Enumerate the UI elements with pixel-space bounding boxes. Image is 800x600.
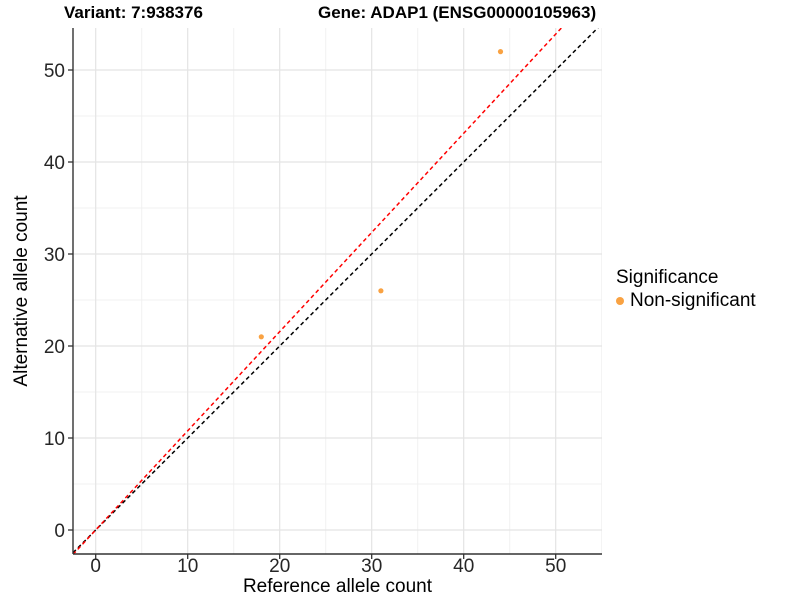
y-tick-label: 20 bbox=[44, 337, 65, 358]
y-tick-label: 40 bbox=[44, 153, 65, 174]
x-tick-label: 20 bbox=[269, 556, 290, 577]
y-tick-label: 50 bbox=[44, 61, 65, 82]
y-axis-title: Alternative allele count bbox=[11, 195, 32, 387]
data-point bbox=[497, 49, 504, 55]
y-tick-label: 30 bbox=[44, 245, 65, 266]
reference-line-identity bbox=[73, 28, 599, 554]
legend-swatch-icon bbox=[616, 297, 624, 305]
y-tick-label: 10 bbox=[44, 429, 65, 450]
plot-title-variant: Variant: 7:938376 bbox=[64, 3, 203, 22]
plot-panel bbox=[73, 28, 602, 554]
plot-title-gene: Gene: ADAP1 (ENSG00000105963) bbox=[318, 3, 597, 22]
reference-line-fitted-ratio bbox=[73, 28, 563, 554]
legend-item-label: Non-significant bbox=[630, 290, 756, 311]
legend-item: Non-significant bbox=[616, 290, 756, 312]
legend-title: Significance bbox=[616, 267, 719, 288]
x-axis-title: Reference allele count bbox=[243, 576, 433, 597]
y-tick-label: 0 bbox=[54, 521, 65, 542]
x-tick-label: 40 bbox=[453, 556, 474, 577]
legend: Significance Non-significant bbox=[616, 267, 756, 312]
x-tick-label: 30 bbox=[361, 556, 382, 577]
data-point bbox=[258, 334, 264, 340]
x-tick-label: 0 bbox=[90, 556, 101, 577]
x-tick-label: 10 bbox=[177, 556, 198, 577]
data-point bbox=[378, 288, 384, 294]
axes: 0 10 20 30 40 50 0 10 20 30 40 50 Reference allele c… bbox=[11, 28, 602, 597]
x-tick-label: 50 bbox=[545, 556, 566, 577]
